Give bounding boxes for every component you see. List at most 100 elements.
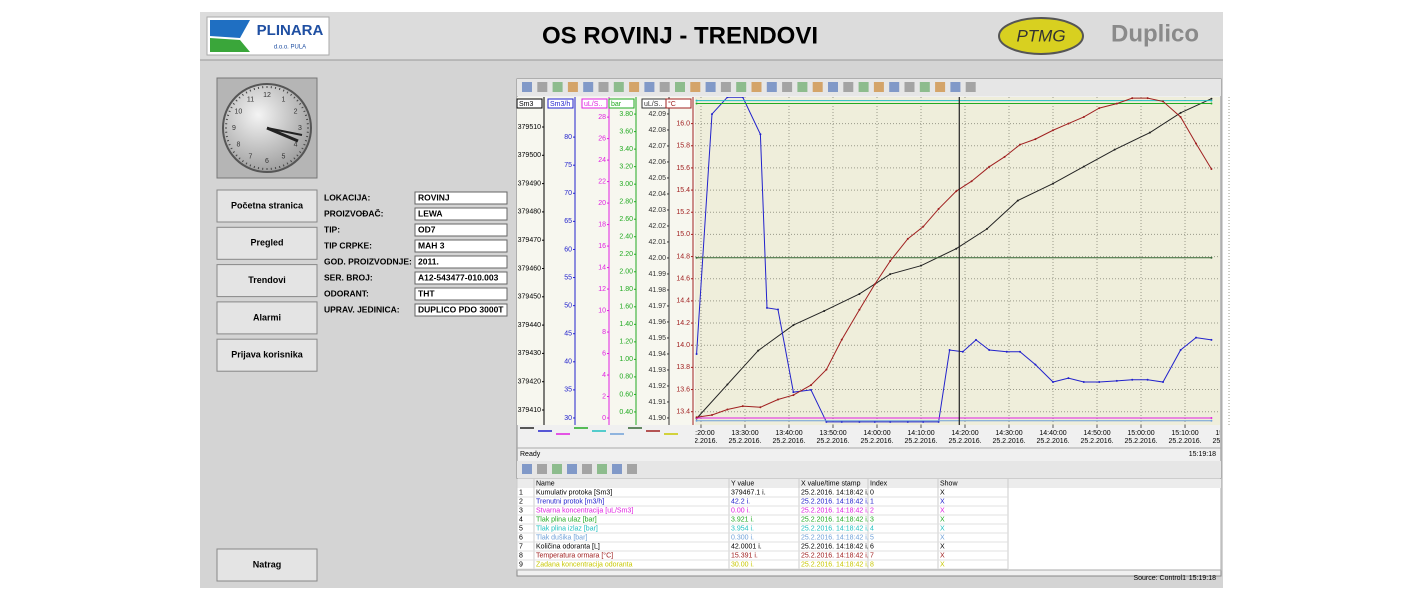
button-label[interactable]: Početna stranica bbox=[231, 200, 304, 210]
tool-icon[interactable] bbox=[965, 82, 976, 92]
tool-icon[interactable] bbox=[613, 82, 624, 92]
button-label[interactable]: Prijava korisnika bbox=[231, 350, 304, 360]
button-face[interactable] bbox=[216, 226, 318, 260]
tool-icon[interactable] bbox=[659, 82, 670, 92]
x-tick-date: 25.2.2016. bbox=[1168, 438, 1201, 445]
tool-icon[interactable] bbox=[522, 464, 532, 474]
menu-button[interactable]: Trendovi bbox=[216, 264, 318, 298]
menu-button[interactable]: Početna stranica bbox=[216, 189, 318, 223]
tool-icon[interactable] bbox=[627, 464, 637, 474]
tool-icon[interactable] bbox=[858, 82, 869, 92]
series-point bbox=[695, 416, 698, 419]
info-box bbox=[414, 191, 508, 205]
tool-icon[interactable] bbox=[629, 82, 640, 92]
tool-icon[interactable] bbox=[843, 82, 854, 92]
y-tick-label: 15.4 bbox=[676, 187, 690, 194]
tool-icon[interactable] bbox=[598, 82, 609, 92]
y-tick-label: 60 bbox=[564, 246, 572, 253]
series-point bbox=[937, 207, 940, 210]
series-point bbox=[792, 391, 795, 394]
series-point bbox=[988, 349, 991, 352]
series-point bbox=[873, 283, 876, 286]
table-cell: X bbox=[940, 552, 945, 559]
series-point bbox=[1082, 115, 1085, 118]
button-label[interactable]: Trendovi bbox=[248, 275, 286, 285]
tool-icon[interactable] bbox=[583, 82, 594, 92]
y-tick-label: 15.0 bbox=[676, 231, 690, 238]
button-face[interactable] bbox=[216, 548, 318, 582]
tool-icon[interactable] bbox=[597, 464, 607, 474]
tool-icon[interactable] bbox=[736, 82, 747, 92]
tool-icon[interactable] bbox=[751, 82, 762, 92]
series-point bbox=[776, 308, 779, 311]
tool-icon[interactable] bbox=[567, 464, 577, 474]
series-point bbox=[922, 420, 925, 423]
tool-icon[interactable] bbox=[904, 82, 915, 92]
series-point bbox=[757, 349, 760, 352]
tool-icon[interactable] bbox=[675, 82, 685, 92]
tool-icon[interactable] bbox=[552, 82, 563, 92]
x-tick-date: 25.2.2016. bbox=[1080, 438, 1113, 445]
y-tick-label: 42.04 bbox=[648, 191, 666, 198]
y-tick-label: 2.60 bbox=[619, 216, 633, 223]
table-cell: 3.954 i. bbox=[731, 525, 754, 532]
tool-icon[interactable] bbox=[582, 464, 592, 474]
tool-icon[interactable] bbox=[612, 464, 622, 474]
series-point bbox=[726, 383, 729, 386]
series-point bbox=[823, 309, 826, 312]
tool-icon[interactable] bbox=[690, 82, 701, 92]
tool-icon[interactable] bbox=[537, 82, 548, 92]
tool-icon[interactable] bbox=[644, 82, 655, 92]
series-point bbox=[1131, 378, 1134, 381]
table-cell: Trenutni protok [m3/h] bbox=[536, 498, 604, 505]
axis-label: Sm3 bbox=[519, 101, 534, 108]
series-point bbox=[1210, 419, 1213, 422]
tool-icon[interactable] bbox=[567, 82, 578, 92]
tool-icon[interactable] bbox=[782, 82, 793, 92]
button-face[interactable] bbox=[216, 264, 318, 298]
tool-icon[interactable] bbox=[889, 82, 900, 92]
menu-button[interactable]: Prijava korisnika bbox=[216, 338, 318, 372]
y-tick-label: 2.00 bbox=[619, 269, 633, 276]
info-box bbox=[414, 271, 508, 285]
y-tick-label: 41.90 bbox=[648, 415, 666, 422]
x-tick-date: 25.2.2016. bbox=[772, 438, 805, 445]
button-face[interactable] bbox=[216, 301, 318, 335]
clock-tick bbox=[304, 114, 308, 117]
y-tick-label: 28 bbox=[598, 114, 606, 121]
menu-button[interactable]: Alarmi bbox=[216, 301, 318, 335]
series-point bbox=[1131, 97, 1134, 100]
y-tick-label: 20 bbox=[598, 200, 606, 207]
clock-tick bbox=[282, 164, 285, 167]
button-label[interactable]: Pregled bbox=[250, 238, 283, 248]
clock-tick bbox=[278, 165, 281, 169]
tool-icon[interactable] bbox=[552, 464, 562, 474]
table-cell: 25.2.2016. 14:18:42 i. bbox=[801, 552, 869, 559]
tool-icon[interactable] bbox=[797, 82, 808, 92]
info-label: TIP: bbox=[324, 224, 340, 234]
tool-icon[interactable] bbox=[537, 464, 547, 474]
tool-icon[interactable] bbox=[766, 82, 777, 92]
y-tick-label: 379430 bbox=[518, 350, 541, 357]
tool-icon[interactable] bbox=[522, 82, 532, 92]
button-face[interactable] bbox=[216, 189, 318, 223]
menu-button[interactable]: Pregled bbox=[216, 226, 318, 260]
tool-icon[interactable] bbox=[720, 82, 731, 92]
tool-icon[interactable] bbox=[950, 82, 961, 92]
menu-button[interactable]: Natrag bbox=[216, 548, 318, 582]
tool-icon[interactable] bbox=[705, 82, 716, 92]
series-point bbox=[1210, 102, 1213, 105]
x-tick-label: 13:50:00 bbox=[819, 430, 846, 437]
button-face[interactable] bbox=[216, 338, 318, 372]
tool-icon[interactable] bbox=[812, 82, 823, 92]
y-tick-label: 70 bbox=[564, 190, 572, 197]
table-cell: X bbox=[940, 498, 945, 505]
button-label[interactable]: Alarmi bbox=[253, 312, 281, 322]
table-cell: 25.2.2016. 14:18:42 i. bbox=[801, 507, 869, 514]
series-point bbox=[1162, 381, 1165, 384]
tool-icon[interactable] bbox=[873, 82, 884, 92]
button-label[interactable]: Natrag bbox=[253, 559, 282, 569]
tool-icon[interactable] bbox=[919, 82, 930, 92]
tool-icon[interactable] bbox=[935, 82, 946, 92]
tool-icon[interactable] bbox=[828, 82, 838, 92]
